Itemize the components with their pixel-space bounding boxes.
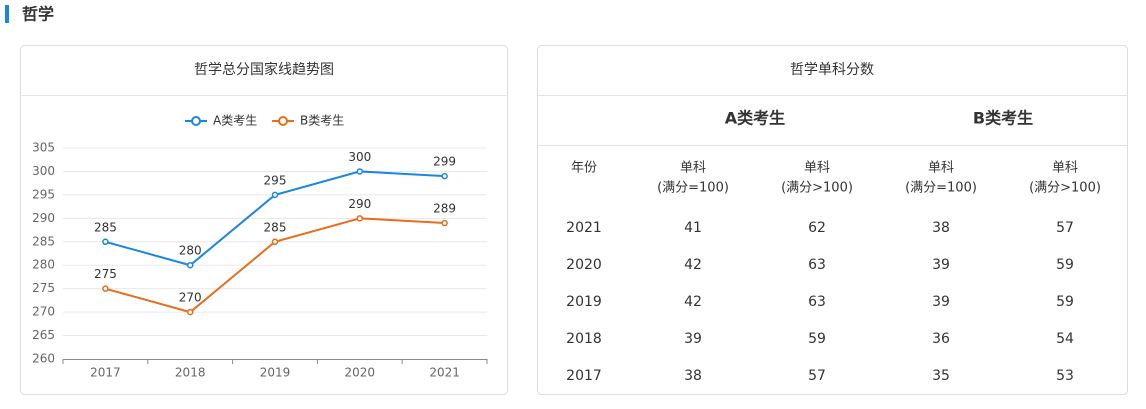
table-cell: 36	[932, 331, 950, 347]
point	[356, 215, 364, 222]
x-tick-label: 2021	[429, 366, 460, 380]
table-cell: 62	[808, 220, 826, 236]
chart-title: 哲学总分国家线趋势图	[194, 61, 334, 78]
data-label: 280	[179, 244, 202, 258]
data-label: 285	[264, 220, 287, 234]
table-cell: 2019	[566, 294, 602, 310]
data-label: 299	[433, 155, 456, 169]
y-tick-label: 280	[32, 258, 55, 272]
point	[186, 308, 194, 316]
table-cell: 57	[1056, 220, 1074, 236]
table-cell: 39	[932, 294, 950, 310]
table-cell: 35	[932, 368, 950, 384]
column-header: 单科	[804, 161, 830, 176]
table-cell: 39	[684, 331, 702, 347]
y-tick-label: 290	[32, 211, 55, 225]
table-cell: 53	[1056, 368, 1074, 384]
legend-marker	[191, 116, 201, 126]
column-header: (满分>100)	[781, 181, 853, 196]
column-header: 年份	[571, 161, 597, 176]
table-cell: 63	[808, 257, 826, 273]
column-header: 单科	[680, 161, 706, 176]
data-label: 275	[94, 267, 117, 281]
point	[271, 238, 279, 246]
table-cell: 39	[932, 257, 950, 273]
table-cell: 38	[684, 368, 702, 384]
point	[441, 219, 448, 227]
point	[441, 172, 448, 180]
table-card	[537, 45, 1128, 395]
section-title: 哲学	[22, 5, 54, 24]
data-label: 285	[94, 220, 117, 234]
y-tick-label: 270	[32, 305, 55, 319]
chart-card	[20, 45, 508, 395]
column-header: 单科	[928, 161, 954, 176]
y-tick-label: 275	[32, 281, 55, 295]
table-title: 哲学单科分数	[790, 62, 874, 78]
point	[271, 191, 279, 199]
y-tick-label: 260	[32, 352, 55, 366]
y-tick-label: 285	[32, 234, 55, 248]
column-header: (满分>100)	[1029, 181, 1101, 196]
point	[102, 238, 109, 246]
table-cell: 38	[932, 220, 950, 236]
table-cell: 2018	[566, 331, 602, 347]
table-cell: 2020	[566, 257, 602, 273]
point	[102, 285, 109, 292]
y-tick-label: 265	[32, 328, 55, 342]
point	[356, 168, 364, 175]
column-header: 单科	[1052, 161, 1078, 176]
group-header: A类考生	[725, 109, 785, 128]
column-header: (满分=100)	[657, 181, 729, 196]
x-tick-label: 2020	[345, 366, 376, 380]
column-header: (满分=100)	[905, 181, 977, 196]
point	[186, 261, 194, 269]
table-cell: 54	[1056, 331, 1074, 347]
table-cell: 2021	[566, 220, 602, 236]
y-tick-label: 305	[32, 141, 55, 155]
legend-label: A类考生	[213, 114, 257, 128]
data-label: 290	[348, 197, 371, 211]
x-tick-label: 2019	[260, 366, 291, 380]
section-marker	[5, 5, 9, 23]
legend-marker	[278, 116, 288, 126]
legend-label: B类考生	[300, 114, 344, 128]
table-cell: 59	[1056, 257, 1074, 273]
data-label: 289	[433, 202, 456, 216]
table-cell: 57	[808, 368, 826, 384]
table-cell: 59	[808, 331, 826, 347]
x-tick-label: 2017	[90, 366, 121, 380]
x-tick-label: 2018	[175, 366, 206, 380]
data-label: 300	[348, 150, 371, 164]
table-cell: 41	[684, 220, 702, 236]
table-cell: 42	[684, 294, 702, 310]
table-cell: 2017	[566, 368, 602, 384]
group-header: B类考生	[973, 109, 1033, 128]
table-cell: 42	[684, 257, 702, 273]
y-tick-label: 295	[32, 187, 55, 201]
table-cell: 59	[1056, 294, 1074, 310]
data-label: 270	[179, 291, 202, 305]
data-label: 295	[264, 173, 287, 187]
y-tick-label: 300	[32, 164, 55, 178]
table-cell: 63	[808, 294, 826, 310]
